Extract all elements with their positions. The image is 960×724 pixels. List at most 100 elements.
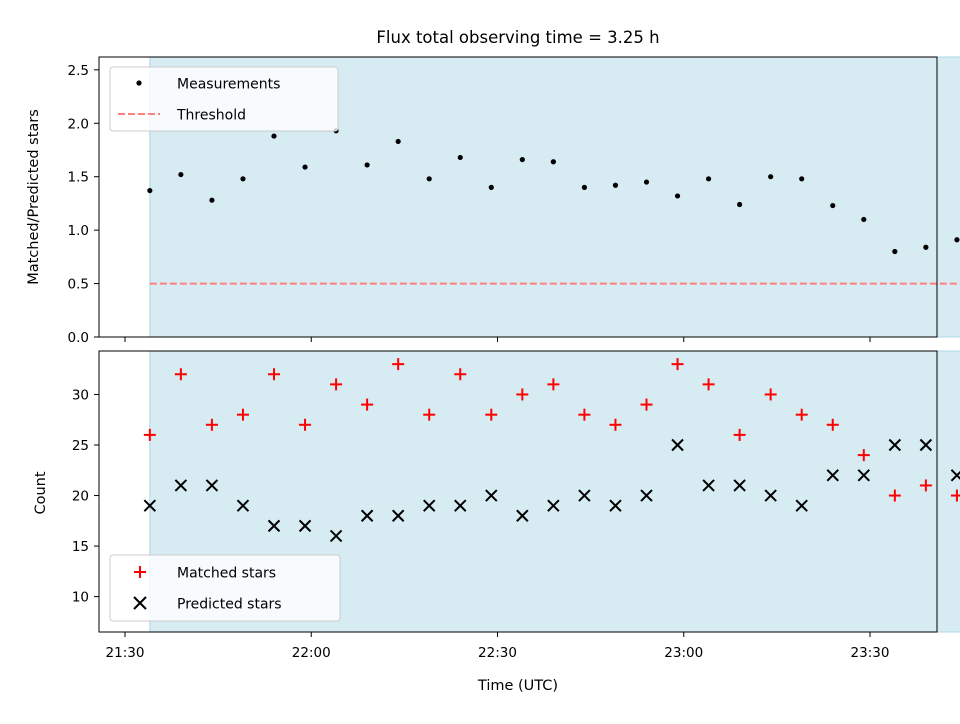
x-axis-label: Time (UTC) [477,678,558,694]
predicted-star-point [950,469,960,482]
top-chart-title: Flux total observing time = 3.25 h [376,28,659,47]
predicted-star-point [423,499,436,512]
measurement-point [550,159,556,165]
measurement-point [612,182,619,188]
top-legend-box [109,66,339,132]
matched-star-point [423,408,436,421]
predicted-star-point [733,479,746,492]
top-y-axis-ticks: 0.0 0.5 1.0 1.5 2.0 2.5 [68,63,99,346]
top-y-tick-label: 1.0 [68,223,89,239]
legend-threshold-label: Threshold [176,108,246,124]
measurement-point [674,193,681,199]
bottom-y-tick-label: 10 [72,590,89,606]
predicted-star-point [888,438,902,452]
matched-star-point [547,378,560,391]
predicted-star-point [391,509,405,522]
predicted-star-point [795,499,808,512]
predicted-star-point [205,479,219,492]
bottom-y-tick-label: 25 [72,438,89,454]
predicted-star-point [857,469,870,482]
top-y-tick-label: 0.0 [68,330,89,346]
bottom-y-axis-label: Count [33,471,49,514]
predicted-star-point [174,479,188,492]
matched-star-point [485,408,498,421]
predicted-star-point [578,489,591,502]
predicted-star-point [671,438,684,452]
top-y-axis-label: Matched/Predicted stars [26,109,42,285]
measurement-point [954,237,960,243]
measurement-point [364,162,370,168]
matched-star-point [702,378,715,391]
matched-star-point [392,358,405,371]
matched-star-point [516,388,529,401]
top-y-tick-label: 2.5 [68,63,89,79]
predicted-star-point [609,499,622,512]
top-y-tick-label: 0.5 [68,277,89,293]
bottom-y-tick-label: 20 [72,489,89,505]
matched-star-point [826,418,839,431]
matched-star-point [764,388,777,401]
measurement-point [830,202,836,209]
predicted-star-point [485,489,498,502]
bottom-x-tick-label: 23:00 [664,645,703,661]
predicted-star-point [267,519,281,533]
bottom-x-tick-label: 21:30 [106,645,145,661]
top-panel: 0.0 0.5 1.0 1.5 2.0 2.5 Matched/Predicted sta… [26,56,960,346]
measurement-point [768,174,774,180]
measurement-point [488,184,494,190]
matched-star-point [795,408,808,421]
bottom-plot-marks [143,358,960,543]
matched-star-point [361,398,374,411]
bottom-y-axis-ticks: 10 15 20 25 30 [72,387,99,606]
legend-matched-stars-label: Matched stars [177,566,276,582]
predicted-star-point [236,499,250,512]
measurement-point [240,176,246,182]
bottom-plot-frame [98,350,938,633]
top-x-axis-ticks [124,337,871,342]
predicted-star-point [454,499,467,512]
predicted-star-point [360,509,374,522]
top-plot-frame [98,56,938,338]
matched-star-point [143,428,156,441]
matched-star-point [236,408,249,421]
measurement-point [799,176,805,182]
predicted-star-point [516,509,529,522]
predicted-star-point [919,438,933,452]
bottom-legend-box [109,554,341,622]
measurement-point [519,156,525,163]
top-y-tick-label: 2.0 [68,116,89,132]
top-plot-marks [147,128,960,285]
matched-star-point [454,368,467,381]
matched-star-point [857,449,870,462]
measurement-point [861,216,867,223]
matched-star-point [609,418,622,431]
legend-measurements-label: Measurements [177,77,280,93]
matched-star-point [950,489,960,502]
measurement-point [457,154,463,161]
matched-star-point [733,428,746,441]
matched-star-point [640,398,653,411]
bottom-x-tick-label: 22:30 [478,645,517,661]
matched-star-point [578,408,591,421]
legend-predicted-stars-marker [133,596,147,610]
measurement-point [395,138,401,145]
matched-star-point [330,378,343,391]
predicted-star-point [702,479,715,492]
measurement-point [737,201,743,208]
matched-star-point [268,368,280,381]
measurement-point [147,187,153,194]
predicted-star-point [826,469,839,482]
measurement-point [302,164,308,170]
bottom-x-axis-ticks: 21:3022:0022:3023:0023:3000:0000:3001:00… [106,632,889,661]
measurement-point [923,244,929,250]
top-y-tick-label: 1.5 [68,170,89,186]
measurement-point [209,197,215,203]
bottom-y-tick-label: 30 [72,387,89,403]
predicted-star-point [329,529,343,543]
legend-measurements-marker [136,80,142,86]
matched-star-point [299,418,312,431]
predicted-star-point [298,519,312,533]
measurement-point [426,176,432,182]
matched-star-point [174,368,187,381]
